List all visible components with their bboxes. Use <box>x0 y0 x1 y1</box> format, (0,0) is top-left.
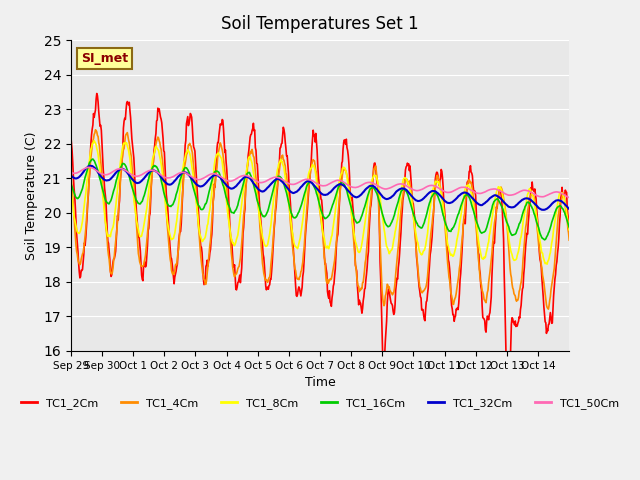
Line: TC1_32Cm: TC1_32Cm <box>71 166 569 210</box>
TC1_4Cm <box>243 181 250 187</box>
TC1_16Cm <box>126 177 134 183</box>
TC1_16Cm <box>89 156 97 162</box>
TC1_8Cm <box>565 227 573 233</box>
TC1_16Cm <box>67 180 75 185</box>
TC1_2Cm <box>565 222 573 228</box>
TC1_32Cm <box>86 163 94 168</box>
TC1_50Cm <box>67 169 75 175</box>
TC1_32Cm <box>372 185 380 191</box>
TC1_4Cm <box>399 187 407 193</box>
TC1_50Cm <box>261 179 269 184</box>
TC1_32Cm <box>261 187 269 193</box>
TC1_4Cm <box>218 144 225 150</box>
TC1_50Cm <box>126 171 134 177</box>
TC1_50Cm <box>399 181 407 187</box>
TC1_32Cm <box>540 207 548 213</box>
TC1_8Cm <box>218 156 225 162</box>
TC1_32Cm <box>126 173 134 179</box>
TC1_16Cm <box>372 188 380 194</box>
TC1_50Cm <box>84 165 92 170</box>
TC1_32Cm <box>218 176 225 182</box>
Line: TC1_50Cm: TC1_50Cm <box>71 168 569 198</box>
TC1_8Cm <box>399 176 407 182</box>
TC1_2Cm <box>261 273 269 279</box>
TC1_2Cm <box>372 164 380 169</box>
TC1_50Cm <box>372 181 380 187</box>
TC1_50Cm <box>565 195 573 201</box>
TC1_2Cm <box>93 91 100 96</box>
Line: TC1_4Cm: TC1_4Cm <box>71 130 569 309</box>
TC1_32Cm <box>565 206 573 212</box>
TC1_8Cm <box>372 173 380 179</box>
TC1_4Cm <box>92 127 99 132</box>
Y-axis label: Soil Temperature (C): Soil Temperature (C) <box>25 131 38 260</box>
TC1_32Cm <box>399 186 407 192</box>
Text: SI_met: SI_met <box>81 52 128 65</box>
TC1_16Cm <box>541 237 548 243</box>
TC1_8Cm <box>261 242 269 248</box>
TC1_2Cm <box>399 193 407 199</box>
TC1_16Cm <box>399 186 407 192</box>
TC1_2Cm <box>67 132 75 138</box>
TC1_16Cm <box>243 172 250 178</box>
Line: TC1_8Cm: TC1_8Cm <box>71 141 569 264</box>
Line: TC1_16Cm: TC1_16Cm <box>71 159 569 240</box>
TC1_8Cm <box>90 138 98 144</box>
TC1_50Cm <box>243 173 250 179</box>
TC1_8Cm <box>67 185 75 191</box>
TC1_4Cm <box>67 168 75 174</box>
TC1_4Cm <box>372 163 380 169</box>
Legend: TC1_2Cm, TC1_4Cm, TC1_8Cm, TC1_16Cm, TC1_32Cm, TC1_50Cm: TC1_2Cm, TC1_4Cm, TC1_8Cm, TC1_16Cm, TC1… <box>16 394 624 414</box>
TC1_4Cm <box>126 145 134 151</box>
TC1_8Cm <box>543 261 551 267</box>
TC1_2Cm <box>218 122 225 128</box>
TC1_8Cm <box>126 156 134 162</box>
TC1_4Cm <box>545 306 552 312</box>
Line: TC1_2Cm: TC1_2Cm <box>71 94 569 410</box>
TC1_4Cm <box>261 276 269 282</box>
TC1_16Cm <box>565 225 573 230</box>
TC1_50Cm <box>218 174 225 180</box>
TC1_32Cm <box>243 174 250 180</box>
TC1_16Cm <box>218 178 225 183</box>
TC1_2Cm <box>243 180 250 185</box>
Title: Soil Temperatures Set 1: Soil Temperatures Set 1 <box>221 15 419 33</box>
TC1_4Cm <box>565 237 573 243</box>
TC1_2Cm <box>126 108 134 113</box>
TC1_2Cm <box>504 408 512 413</box>
TC1_16Cm <box>261 213 269 219</box>
TC1_8Cm <box>243 169 250 175</box>
TC1_32Cm <box>67 172 75 178</box>
X-axis label: Time: Time <box>305 376 335 389</box>
